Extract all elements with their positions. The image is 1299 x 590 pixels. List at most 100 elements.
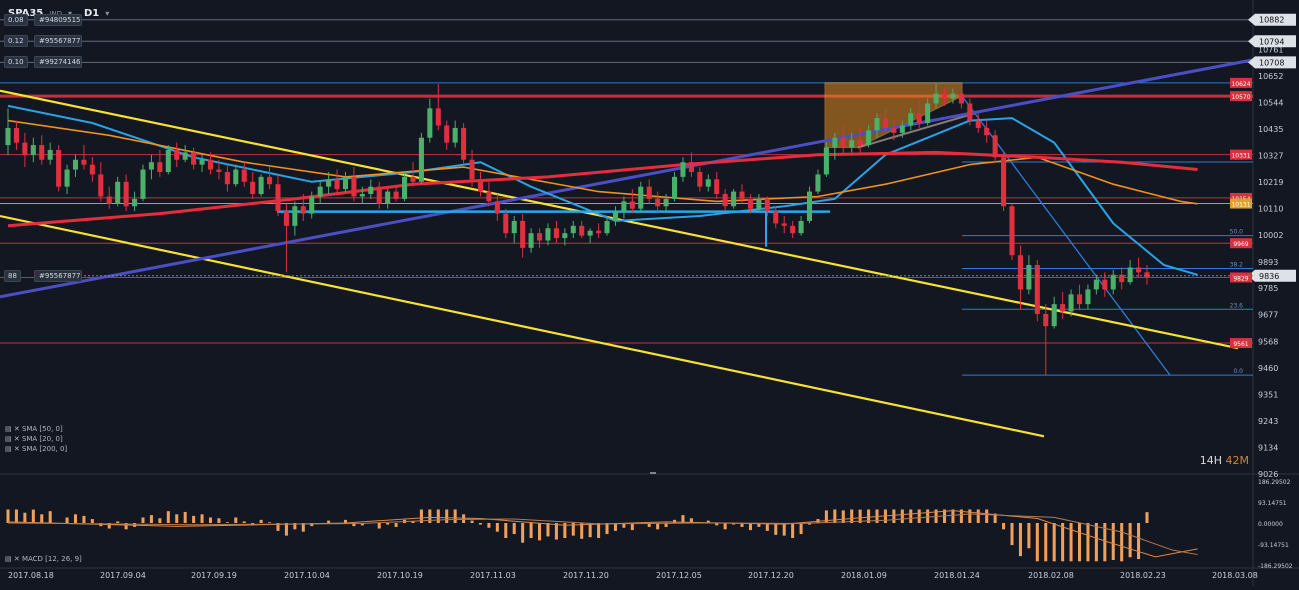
candle-body — [806, 191, 813, 221]
candle-2017.10.31 — [444, 120, 450, 150]
time-label-2017.11.20: 2017.11.20 — [563, 571, 609, 580]
candle-2017.10.20 — [385, 189, 391, 209]
timeframe-label[interactable]: D1 — [84, 8, 100, 19]
level-tag-color[interactable]: #99274146 — [34, 56, 82, 69]
candle-body — [587, 230, 593, 236]
candle-2017.10.11 — [326, 171, 332, 195]
candle-2018.01.02 — [806, 186, 813, 224]
price-tick-9243: 9243 — [1258, 417, 1278, 426]
time-label-2017.11.03: 2017.11.03 — [470, 571, 516, 580]
candle-2018.01.03 — [815, 169, 821, 195]
candle-2018.02.09 — [1043, 304, 1049, 376]
candle-2018.01.04 — [823, 142, 829, 177]
candle-2017.11.10 — [511, 216, 517, 243]
cursor-tag-value[interactable]: 88 — [4, 269, 21, 282]
candle-2017.10.27 — [427, 98, 433, 143]
timer-minutes: 42M — [1225, 454, 1250, 467]
macd-tick-2: 0.00000 — [1258, 521, 1283, 528]
candle-body — [216, 169, 222, 172]
legend-sma50[interactable]: ▤ ✕ SMA [50, 0] — [5, 425, 63, 433]
candle-body — [224, 171, 230, 185]
legend-macd[interactable]: ▤ ✕ MACD [12, 26, 9] — [5, 555, 82, 563]
level-tag-color[interactable]: #94809515 — [34, 13, 82, 26]
macd-panel: 186.29502 93.14751 0.00000 -93.14751 -186.29… — [6, 479, 1293, 570]
candle-2017.10.17 — [359, 186, 365, 204]
candle-2017.11.29 — [621, 196, 627, 219]
candle-body — [368, 186, 374, 195]
candle-2017.09.06 — [115, 176, 121, 207]
symbol-dropdown-icon[interactable]: ▾ — [68, 9, 72, 18]
time-label-2017.09.04: 2017.09.04 — [100, 571, 146, 580]
candle-body — [140, 169, 146, 199]
candle-2017.10.10 — [317, 181, 323, 204]
candle-body — [1144, 272, 1150, 278]
candle-2018.02.22 — [1119, 267, 1125, 290]
legend-sma200[interactable]: ▤ ✕ SMA [200, 0] — [5, 445, 67, 453]
candle-body — [899, 125, 905, 133]
candle-body — [385, 191, 391, 204]
candle-body — [840, 137, 846, 148]
candle-body — [393, 191, 399, 199]
level-tag-value[interactable]: 0.10 — [4, 56, 28, 69]
candle-2018.02.19 — [1093, 274, 1099, 295]
legend-sma20[interactable]: ▤ ✕ SMA [20, 0] — [5, 435, 63, 443]
badge-10624 — [1230, 77, 1252, 88]
candle-2018.02.02 — [1001, 152, 1007, 212]
candle-body — [874, 118, 880, 131]
candle-2017.11.17 — [553, 220, 559, 243]
timeframe-dropdown-icon[interactable]: ▾ — [105, 9, 110, 18]
symbol-label[interactable]: SPA35 — [8, 8, 43, 19]
badge-label-10131: 10131 — [1231, 202, 1250, 209]
price-axis: 10882 1079410761 10708 10652 10544 10435 10327… — [1258, 16, 1283, 479]
candles — [5, 83, 1150, 376]
candle-body — [258, 176, 264, 195]
candle-body — [342, 176, 349, 190]
badge-10131 — [1230, 198, 1252, 209]
candle-2018.02.21 — [1110, 269, 1116, 295]
candle-body — [671, 176, 678, 199]
candle-2018.01.11 — [866, 125, 872, 148]
candle-body — [562, 233, 568, 239]
candle-body — [435, 108, 441, 126]
candle-body — [697, 171, 703, 187]
candle-body — [275, 184, 281, 212]
candle-body — [191, 152, 197, 165]
legend-icon: ▤ ✕ — [5, 425, 22, 433]
price-tick-9026: 9026 — [1258, 470, 1278, 479]
candle-body — [452, 127, 458, 143]
price-tick-10327: 10327 — [1258, 152, 1283, 161]
candle-2017.12.19 — [739, 184, 745, 204]
time-label-2017.10.19: 2017.10.19 — [377, 571, 423, 580]
candle-body — [106, 196, 112, 204]
price-tick-10435: 10435 — [1258, 125, 1283, 134]
candle-body — [444, 125, 450, 143]
badge-10154 — [1230, 192, 1252, 203]
candle-2018.02.27 — [1144, 264, 1150, 285]
candle-2017.10.05 — [292, 201, 298, 236]
candle-2017.11.14 — [528, 228, 534, 253]
candle-body — [781, 223, 787, 226]
cursor-tag-color[interactable]: #95567877 — [34, 269, 82, 282]
candle-2017.09.11 — [140, 164, 146, 202]
candle-body — [849, 140, 855, 148]
candle-2018.02.07 — [1026, 255, 1032, 295]
level-tag-color[interactable]: #95567877 — [34, 35, 82, 48]
candle-body — [688, 162, 694, 172]
time-label-2017.08.18: 2017.08.18 — [8, 571, 54, 580]
candle-body — [646, 186, 652, 199]
level-tag-value[interactable]: 0.08 — [4, 13, 28, 26]
candle-body — [1034, 264, 1040, 314]
candle-body — [604, 220, 610, 234]
candle-body — [537, 233, 543, 241]
badge-label-10331: 10331 — [1231, 153, 1250, 160]
level-tag-value[interactable]: 0.12 — [4, 35, 28, 48]
time-label-2017.10.04: 2017.10.04 — [284, 571, 330, 580]
badge-9829 — [1230, 272, 1252, 283]
candle-2017.09.14 — [165, 145, 171, 175]
candle-2018.02.23 — [1127, 260, 1133, 285]
candle-2017.12.04 — [646, 179, 652, 204]
time-label-2018.02.23: 2018.02.23 — [1120, 571, 1166, 580]
time-axis: 2017.08.18 2017.09.04 2017.09.19 2017.10.04… — [8, 571, 1258, 580]
candle-body — [629, 201, 635, 209]
